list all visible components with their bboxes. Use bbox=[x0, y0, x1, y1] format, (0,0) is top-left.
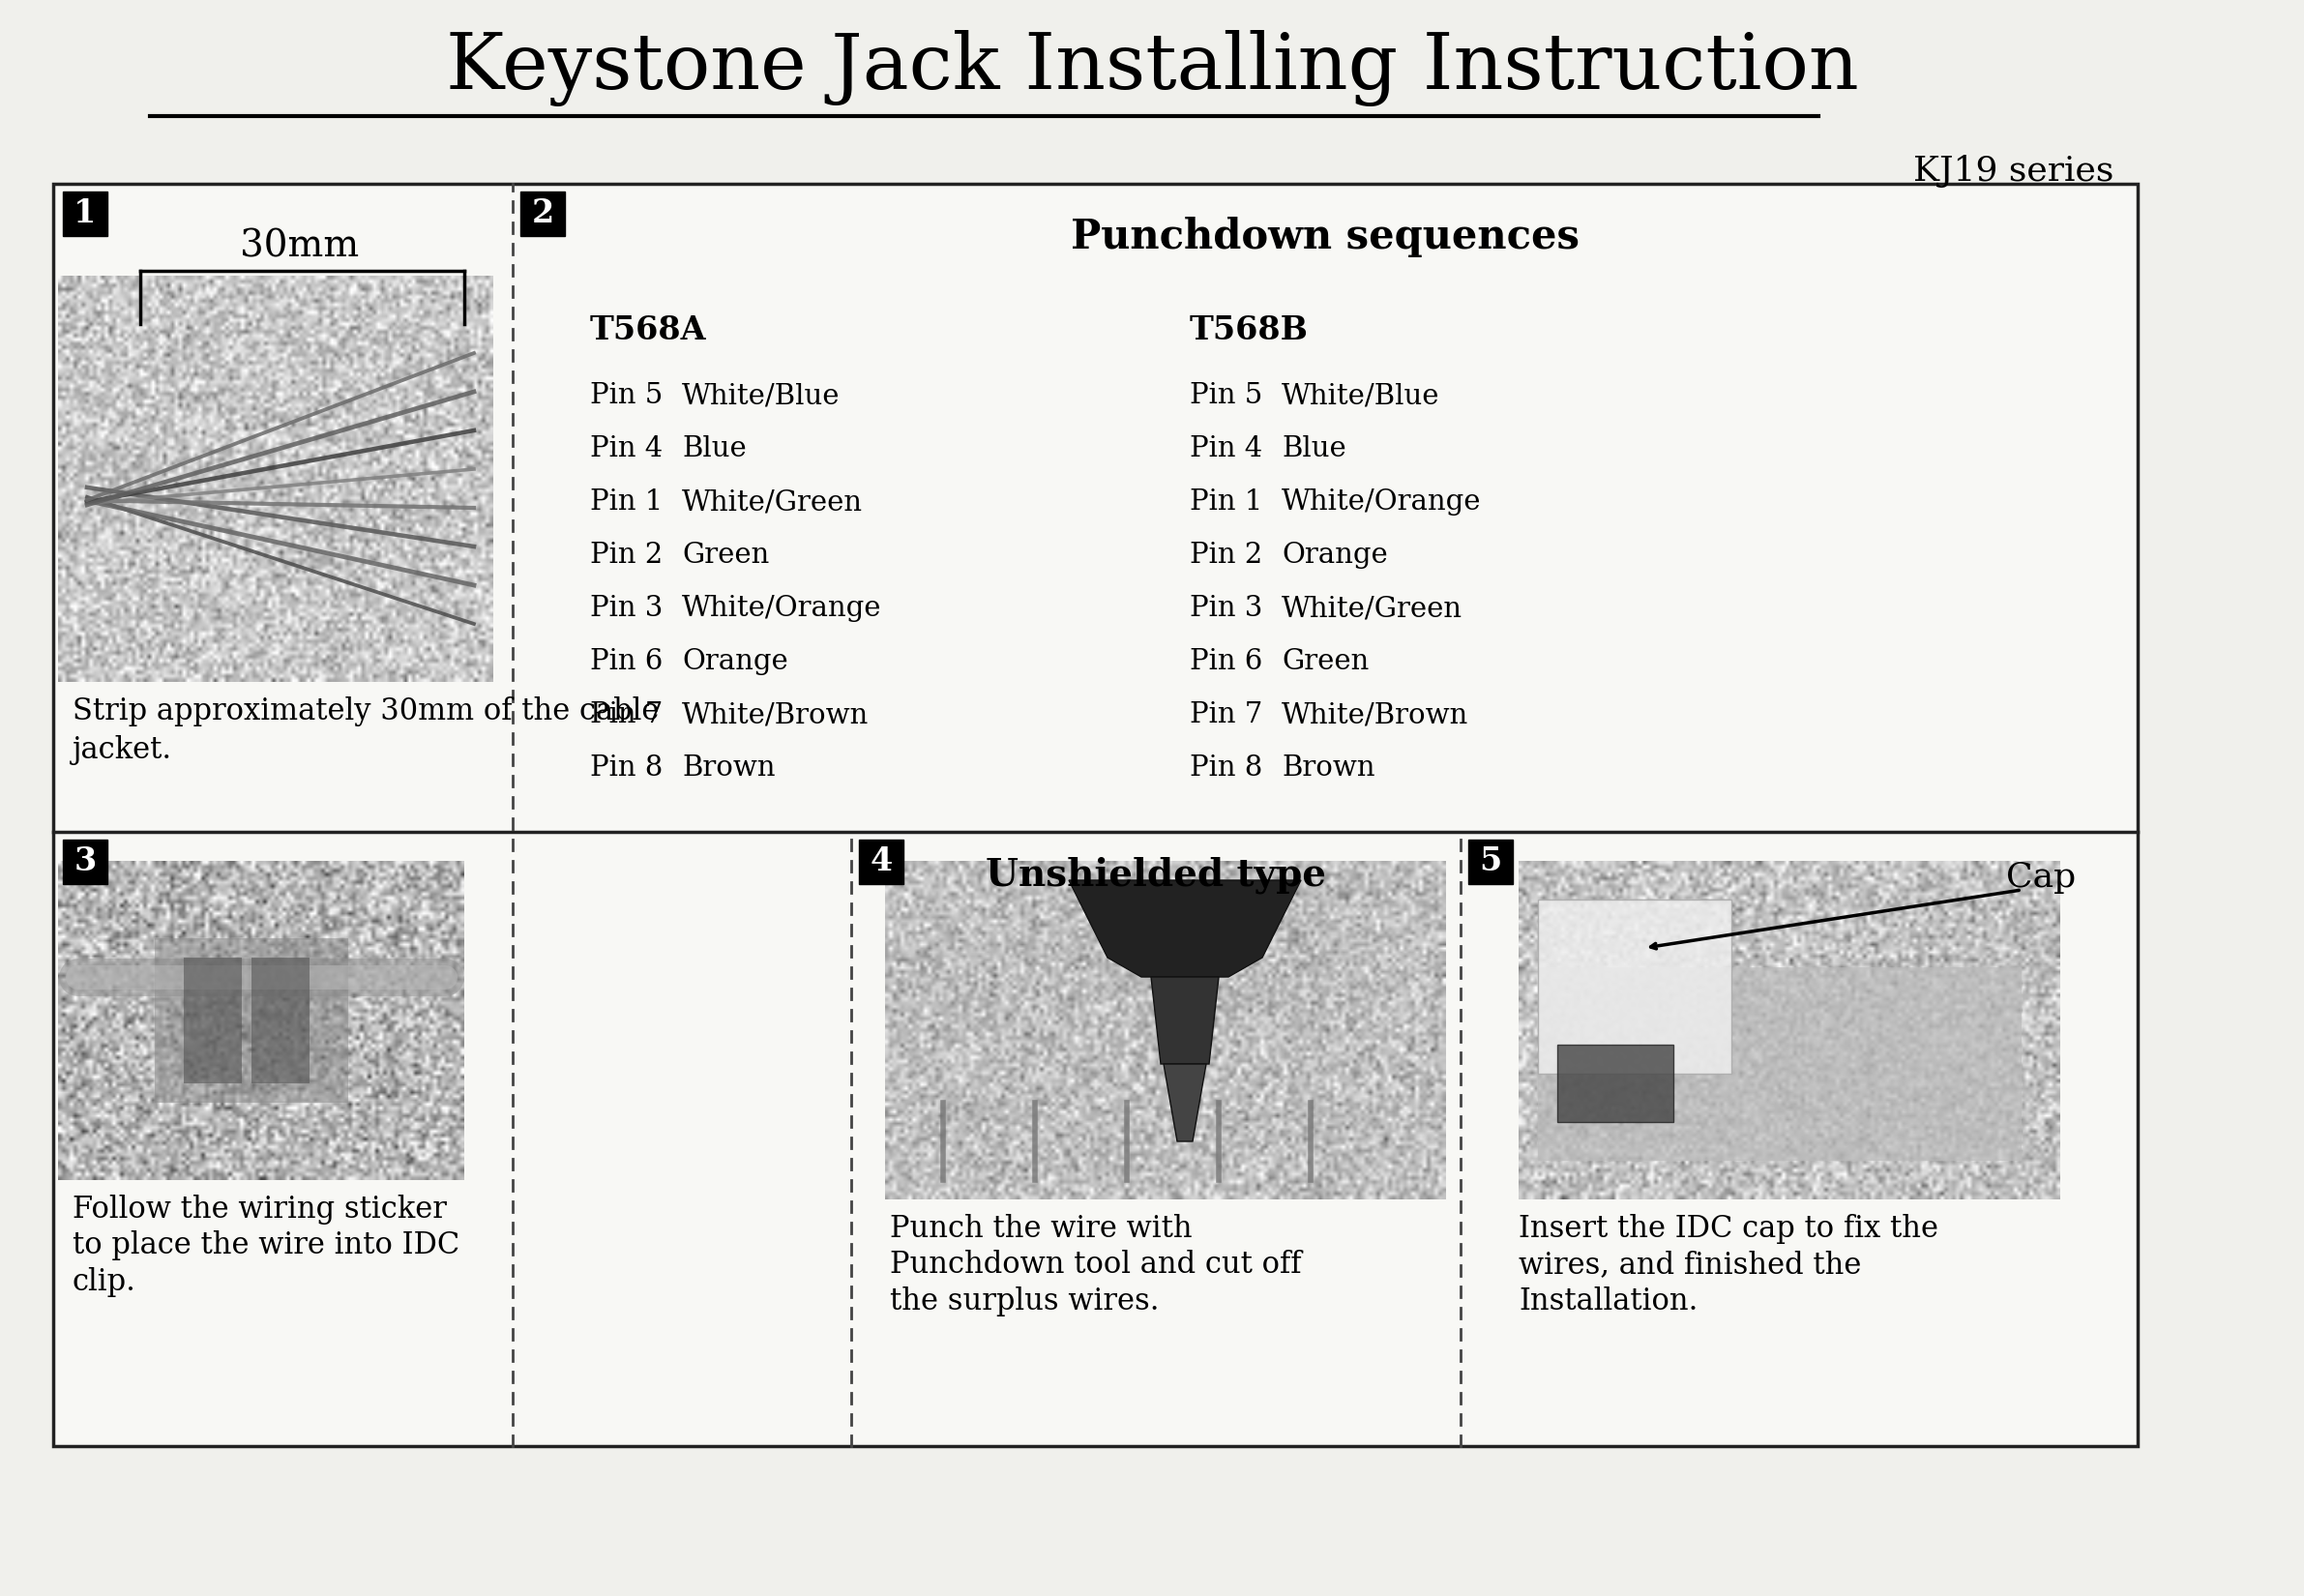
Polygon shape bbox=[1164, 1065, 1207, 1141]
Text: wires, and finished the: wires, and finished the bbox=[1518, 1250, 1862, 1280]
Text: Keystone Jack Installing Instruction: Keystone Jack Installing Instruction bbox=[445, 29, 1859, 105]
Text: 3: 3 bbox=[74, 846, 97, 878]
Text: 5: 5 bbox=[1479, 846, 1502, 878]
Text: T568B: T568B bbox=[1189, 314, 1309, 346]
Text: Pin 2: Pin 2 bbox=[1189, 541, 1263, 568]
Text: Insert the IDC cap to fix the: Insert the IDC cap to fix the bbox=[1518, 1215, 1938, 1243]
Text: Green: Green bbox=[1281, 648, 1369, 675]
Text: 2: 2 bbox=[532, 198, 553, 230]
Bar bbox=[1558, 1045, 1673, 1122]
Text: Orange: Orange bbox=[682, 648, 788, 675]
Text: to place the wire into IDC: to place the wire into IDC bbox=[71, 1231, 461, 1261]
Text: Strip approximately 30mm of the cable: Strip approximately 30mm of the cable bbox=[71, 696, 659, 726]
Text: 30mm: 30mm bbox=[240, 228, 359, 265]
Text: Pin 8: Pin 8 bbox=[590, 755, 664, 782]
Text: Pin 1: Pin 1 bbox=[590, 488, 664, 516]
Text: Punch the wire with: Punch the wire with bbox=[889, 1215, 1191, 1243]
Bar bbox=[184, 958, 242, 1084]
Text: Pin 7: Pin 7 bbox=[1189, 701, 1263, 728]
Text: KJ19 series: KJ19 series bbox=[1912, 155, 2113, 188]
Text: White/Brown: White/Brown bbox=[1281, 701, 1468, 728]
Text: Blue: Blue bbox=[682, 436, 746, 463]
Polygon shape bbox=[1152, 977, 1219, 1065]
Bar bbox=[521, 192, 564, 236]
Text: Pin 3: Pin 3 bbox=[1189, 595, 1263, 622]
Text: Pin 3: Pin 3 bbox=[590, 595, 664, 622]
Text: Pin 1: Pin 1 bbox=[1189, 488, 1263, 516]
Text: Pin 6: Pin 6 bbox=[1189, 648, 1263, 675]
Bar bbox=[859, 839, 903, 884]
Text: White/Orange: White/Orange bbox=[682, 595, 882, 622]
Text: Green: Green bbox=[682, 541, 770, 568]
Text: 1: 1 bbox=[74, 198, 97, 230]
Text: Installation.: Installation. bbox=[1518, 1286, 1698, 1317]
Text: jacket.: jacket. bbox=[71, 736, 173, 764]
Text: Pin 6: Pin 6 bbox=[590, 648, 664, 675]
Text: Brown: Brown bbox=[682, 755, 774, 782]
Text: Pin 4: Pin 4 bbox=[590, 436, 664, 463]
Text: Punchdown sequences: Punchdown sequences bbox=[1071, 217, 1581, 257]
Polygon shape bbox=[1069, 881, 1302, 977]
Text: T568A: T568A bbox=[590, 314, 707, 346]
Bar bbox=[1539, 900, 1730, 1074]
Bar bbox=[53, 184, 2138, 1446]
Text: White/Blue: White/Blue bbox=[682, 381, 841, 409]
Text: Pin 5: Pin 5 bbox=[1189, 381, 1263, 409]
Bar bbox=[1539, 967, 2021, 1160]
Text: Unshielded type: Unshielded type bbox=[986, 855, 1327, 894]
Text: Blue: Blue bbox=[1281, 436, 1346, 463]
Text: White/Orange: White/Orange bbox=[1281, 488, 1481, 516]
Text: Orange: Orange bbox=[1281, 541, 1387, 568]
Text: Pin 7: Pin 7 bbox=[590, 701, 664, 728]
Text: Pin 5: Pin 5 bbox=[590, 381, 664, 409]
Text: White/Green: White/Green bbox=[1281, 595, 1463, 622]
Text: White/Green: White/Green bbox=[682, 488, 862, 516]
Text: White/Brown: White/Brown bbox=[682, 701, 869, 728]
Text: Pin 4: Pin 4 bbox=[1189, 436, 1263, 463]
Text: White/Blue: White/Blue bbox=[1281, 381, 1440, 409]
Text: Brown: Brown bbox=[1281, 755, 1375, 782]
Bar bbox=[62, 192, 108, 236]
Text: 4: 4 bbox=[871, 846, 892, 878]
Text: Pin 2: Pin 2 bbox=[590, 541, 664, 568]
Bar bbox=[1468, 839, 1514, 884]
Text: Follow the wiring sticker: Follow the wiring sticker bbox=[71, 1194, 447, 1224]
Text: the surplus wires.: the surplus wires. bbox=[889, 1286, 1159, 1317]
Text: clip.: clip. bbox=[71, 1267, 136, 1298]
Bar bbox=[62, 839, 108, 884]
Text: Cap: Cap bbox=[2007, 860, 2076, 894]
Text: Punchdown tool and cut off: Punchdown tool and cut off bbox=[889, 1250, 1302, 1280]
Bar bbox=[251, 958, 309, 1084]
Text: Pin 8: Pin 8 bbox=[1189, 755, 1263, 782]
Bar bbox=[154, 938, 348, 1103]
